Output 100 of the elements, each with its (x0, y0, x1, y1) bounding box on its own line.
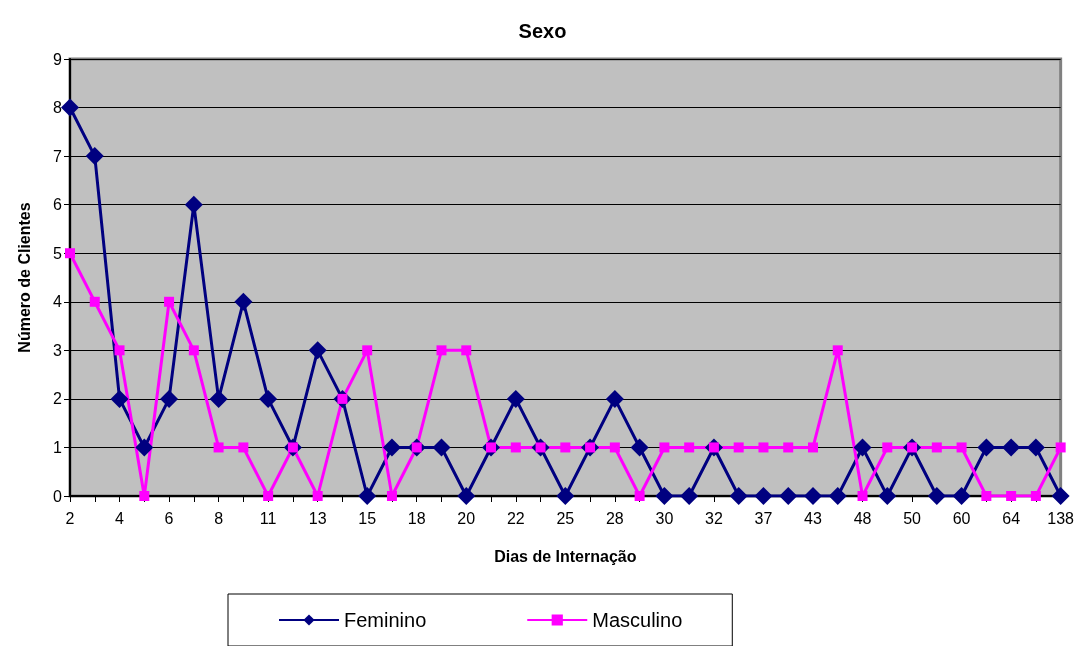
x-tick-label: 8 (214, 509, 224, 527)
point (956, 442, 967, 453)
chart-title: Sexo (518, 20, 567, 42)
legend-label: Feminino (344, 609, 427, 631)
point (882, 442, 893, 453)
x-tick-label: 64 (1002, 509, 1021, 527)
y-tick-label: 5 (53, 244, 63, 262)
x-tick-label: 13 (308, 509, 327, 527)
point (234, 292, 253, 311)
x-tick-label: 37 (754, 509, 773, 527)
point (758, 442, 769, 453)
point (308, 341, 327, 360)
x-tick-label: 2 (65, 509, 75, 527)
point (114, 345, 125, 356)
point (160, 389, 179, 408)
point (312, 491, 323, 501)
y-tick-label: 6 (53, 196, 63, 214)
x-tick-label: 30 (655, 509, 674, 527)
x-tick-label: 28 (605, 509, 624, 527)
y-tick-label: 9 (53, 50, 63, 68)
point (110, 389, 129, 408)
point (783, 442, 794, 453)
point (655, 487, 674, 505)
x-tick-label: 43 (804, 509, 822, 527)
point (259, 389, 278, 408)
point (630, 438, 649, 457)
point (506, 389, 525, 408)
point (457, 487, 476, 505)
x-tick-label: 15 (358, 509, 377, 527)
point (878, 487, 897, 505)
x-tick-label: 6 (164, 509, 174, 527)
point (362, 345, 373, 356)
point (1026, 438, 1045, 457)
point (1006, 491, 1017, 501)
x-axis-title: Dias de Internação (494, 547, 637, 565)
point (556, 487, 575, 505)
x-tick-label: 48 (853, 509, 872, 527)
y-tick-label: 8 (53, 99, 63, 117)
point (209, 389, 228, 408)
point (135, 438, 154, 457)
x-tick-label: 20 (457, 509, 476, 527)
y-tick-label: 3 (53, 341, 63, 359)
point (65, 248, 75, 259)
x-tick-label: 22 (506, 509, 525, 527)
x-tick-label: 138 (1047, 509, 1075, 527)
point (61, 98, 79, 117)
point (605, 389, 624, 408)
point (510, 442, 521, 453)
point (358, 487, 377, 505)
point (461, 345, 472, 356)
point (432, 438, 451, 457)
x-tick-label: 11 (259, 509, 277, 527)
point (803, 487, 822, 505)
x-tick-label: 50 (903, 509, 922, 527)
point (89, 296, 100, 307)
y-tick-label: 0 (53, 487, 63, 505)
point (857, 491, 868, 501)
legend-label: Masculino (592, 609, 683, 631)
x-tick-label: 18 (407, 509, 426, 527)
point (828, 487, 847, 505)
point (238, 442, 249, 453)
point (931, 442, 942, 453)
point (382, 438, 401, 457)
point (634, 491, 645, 501)
point (139, 491, 150, 501)
point (386, 491, 397, 501)
y-tick-label: 2 (53, 390, 63, 408)
point (981, 491, 992, 501)
point (754, 487, 773, 505)
point (927, 487, 946, 505)
point (1051, 487, 1070, 505)
point (263, 491, 274, 501)
point (560, 442, 571, 453)
point (684, 442, 695, 453)
point (659, 442, 670, 453)
point (1002, 438, 1021, 457)
point (1030, 491, 1041, 501)
point (729, 487, 748, 505)
y-tick-label: 4 (53, 293, 63, 311)
point (952, 487, 971, 505)
point (164, 296, 175, 307)
point (184, 195, 203, 214)
x-tick-label: 25 (556, 509, 575, 527)
point (609, 442, 620, 453)
point (779, 487, 798, 505)
point (680, 487, 699, 505)
x-tick-label: 60 (952, 509, 971, 527)
y-axis-title: Número de Clientes (15, 202, 33, 353)
y-tick-label: 7 (53, 147, 63, 165)
point (85, 147, 104, 166)
point (188, 345, 199, 356)
point (807, 442, 818, 453)
x-tick-label: 4 (115, 509, 125, 527)
point (1055, 442, 1066, 453)
point (853, 438, 872, 457)
point (436, 345, 447, 356)
y-tick-label: 1 (53, 438, 63, 456)
point (977, 438, 996, 457)
point (213, 442, 224, 453)
point (832, 345, 843, 356)
